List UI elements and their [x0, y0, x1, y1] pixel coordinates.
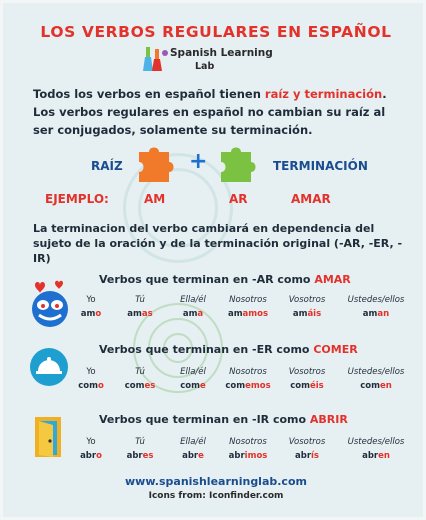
pronoun: Tú	[135, 367, 145, 377]
background-ring	[133, 303, 223, 393]
pronoun: Nosotros	[229, 367, 267, 377]
food-tray-icon	[30, 348, 68, 386]
section-verb: AMAR	[314, 273, 351, 286]
pronoun: Ustedes/ellos	[347, 295, 405, 305]
conjugation: ama	[182, 309, 204, 319]
conjugation: abres	[126, 451, 154, 461]
pronoun: Nosotros	[229, 437, 267, 447]
section-title-ir: Verbos que terminan en -IR como ABRIR	[99, 413, 419, 426]
conjugation: abrimos	[228, 451, 268, 461]
conjugation: abre	[182, 451, 204, 461]
ejemplo-result: AMAR	[291, 192, 331, 206]
section-title-text: Verbos que terminan en -ER como	[99, 343, 314, 356]
section-title-text: Verbos que terminan en -IR como	[99, 413, 310, 426]
pronoun: Ustedes/ellos	[347, 367, 405, 377]
conjugation: aman	[362, 309, 390, 319]
conjugation: como	[78, 381, 104, 391]
section-title-ar: Verbos que terminan en -AR como AMAR	[99, 273, 419, 286]
pronoun: Ella/él	[180, 295, 206, 305]
intro-text-end: . Los verbos regulares en español no cam…	[33, 87, 387, 137]
green-puzzle-icon	[221, 147, 256, 182]
logo-text-line1: Spanish Learning	[170, 47, 273, 59]
section-verb: ABRIR	[309, 413, 348, 426]
conjugation: amo	[80, 309, 102, 319]
intro-paragraph: Todos los verbos en español tienen raíz …	[33, 85, 403, 139]
pronoun: Ella/él	[180, 367, 206, 377]
heart-eyes-face-icon	[32, 280, 68, 327]
open-door-icon	[35, 417, 61, 457]
pronoun: Vosotros	[288, 437, 326, 447]
pronoun: Nosotros	[229, 295, 267, 305]
conjugation: comes	[124, 381, 156, 391]
logo-text-line2: Lab	[195, 61, 215, 72]
section-title-er: Verbos que terminan en -ER como COMER	[99, 343, 419, 356]
section-verb: COMER	[313, 343, 358, 356]
pronoun: Ella/él	[180, 437, 206, 447]
logo: Spanish Learning Lab	[143, 45, 283, 75]
intro-highlight: raíz y terminación	[264, 87, 383, 101]
pronoun: Vosotros	[288, 295, 326, 305]
conjugation: amamos	[227, 309, 269, 319]
ejemplo-ending: AR	[229, 192, 248, 206]
plus-sign: +	[189, 149, 208, 174]
background-spiral	[123, 153, 233, 263]
pronoun: Vosotros	[288, 367, 326, 377]
intro-text: Todos los verbos en español tienen	[33, 87, 265, 101]
page-title: LOS VERBOS REGULARES EN ESPAÑOL	[40, 23, 392, 41]
pronoun: Tú	[135, 437, 145, 447]
pronoun: Tú	[135, 295, 145, 305]
background-ring	[163, 333, 193, 363]
orange-puzzle-icon	[139, 147, 174, 182]
conjugation: amáis	[292, 309, 322, 319]
pronoun: Ustedes/ellos	[347, 437, 405, 447]
description-paragraph: La terminacion del verbo cambiará en dep…	[33, 222, 403, 265]
conjugation: amas	[127, 309, 153, 319]
conjugation: comen	[360, 381, 392, 391]
pronoun: Yo	[86, 367, 96, 377]
background-spiral	[138, 168, 218, 248]
conjugation: abrís	[295, 451, 319, 461]
conjugation: comemos	[225, 381, 271, 391]
conjugation: come	[180, 381, 206, 391]
footer-icons-credit: Icons from: Iconfinder.com	[148, 491, 284, 501]
footer-website-link[interactable]: www.spanishlearninglab.com	[125, 475, 307, 488]
pronoun: Yo	[86, 295, 96, 305]
ejemplo-root: AM	[144, 192, 166, 206]
ejemplo-label: EJEMPLO:	[45, 192, 109, 206]
conjugation: abren	[362, 451, 390, 461]
background-ring	[148, 318, 208, 378]
conjugation: abro	[80, 451, 102, 461]
conjugation: coméis	[290, 381, 324, 391]
terminacion-label: TERMINACIÓN	[273, 159, 368, 173]
flask-logo-icon	[143, 47, 168, 71]
section-title-text: Verbos que terminan en -AR como	[99, 273, 315, 286]
raiz-label: RAÍZ	[91, 159, 123, 173]
pronoun: Yo	[86, 437, 96, 447]
